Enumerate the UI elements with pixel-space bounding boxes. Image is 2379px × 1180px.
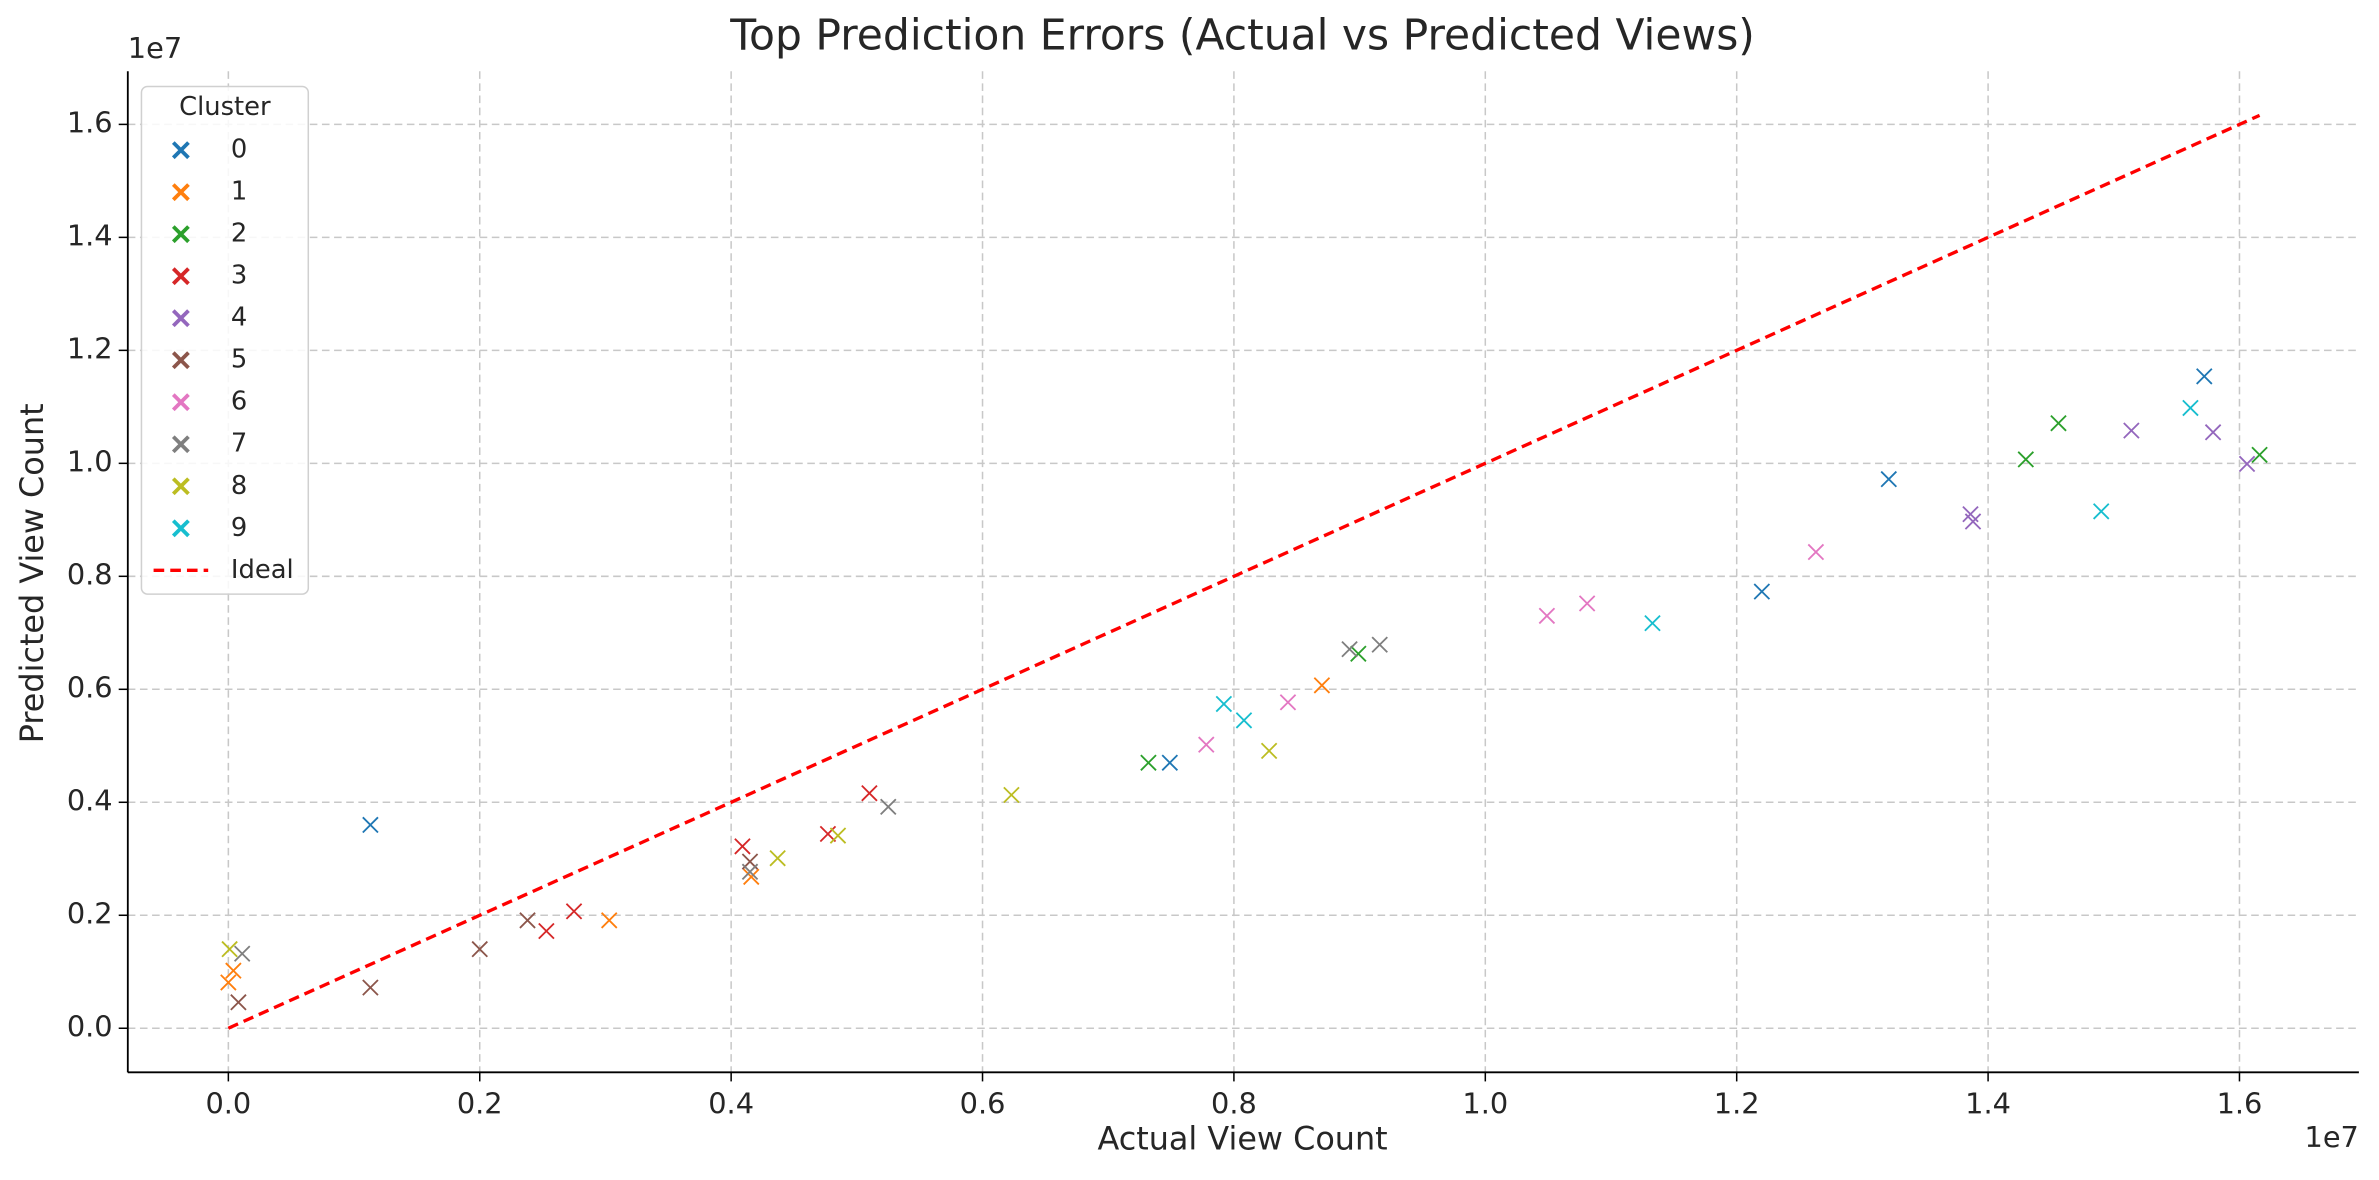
legend-label: 4	[231, 303, 247, 333]
x-tick-label: 0.2	[457, 1087, 503, 1121]
x-offset-label: 1e7	[2305, 1120, 2359, 1154]
scatter-point	[1341, 640, 1358, 658]
scatter-point	[1003, 786, 1020, 804]
legend-title: Cluster	[179, 92, 271, 122]
y-tick-label: 0.8	[67, 557, 113, 591]
scatter-point	[2050, 415, 2067, 432]
y-tick-label: 0.0	[67, 1009, 113, 1043]
scatter-point	[1753, 583, 1771, 600]
scatter-point	[1371, 636, 1388, 653]
x-tick-label: 1.4	[1965, 1087, 2011, 1121]
scatter-point	[565, 903, 583, 920]
scatter-point	[1644, 614, 1661, 632]
scatter-point	[600, 912, 618, 929]
x-tick-label: 1.2	[1714, 1087, 1760, 1121]
scatter-point	[1260, 742, 1278, 760]
legend-label: 7	[231, 429, 247, 459]
scatter-point	[538, 922, 555, 940]
scatter-point	[2238, 455, 2256, 473]
legend-label: 3	[231, 261, 247, 291]
legend-swatch	[171, 309, 190, 328]
legend-swatch	[171, 435, 190, 454]
legend-swatch	[171, 225, 190, 244]
x-tick-label: 0.4	[708, 1087, 754, 1121]
legend-swatch	[171, 141, 190, 160]
scatter-point	[1964, 513, 1982, 530]
legend-swatch	[171, 351, 190, 370]
legend-swatch	[171, 477, 190, 496]
scatter-point	[1880, 470, 1898, 488]
y-tick-label: 0.2	[67, 896, 113, 930]
legend-label: 8	[231, 471, 247, 501]
scatter-point	[1807, 543, 1825, 561]
scatter-point	[1215, 695, 1233, 713]
scatter-point	[362, 979, 379, 996]
legend-label: 6	[231, 387, 247, 417]
legend-swatch	[171, 393, 190, 412]
legend-box	[140, 85, 310, 595]
scatter-point	[2017, 451, 2035, 468]
scatter-point	[2182, 399, 2199, 417]
scatter-point	[471, 940, 488, 958]
scatter-point	[1140, 754, 1157, 771]
x-tick-label: 1.0	[1462, 1087, 1508, 1121]
scatter-point	[1161, 754, 1179, 771]
scatter-point	[1578, 595, 1596, 612]
y-tick-label: 0.4	[67, 783, 113, 817]
scatter-point	[519, 912, 536, 929]
scatter-point	[2196, 368, 2213, 385]
scatter-point	[861, 785, 878, 802]
scatter-point	[220, 974, 237, 991]
scatter-point	[1538, 607, 1556, 625]
scatter-point	[362, 816, 379, 834]
y-tick-label: 1.4	[67, 218, 113, 252]
legend-label: 1	[231, 177, 247, 207]
legend-label: Ideal	[231, 555, 294, 585]
scatter-point	[225, 962, 242, 979]
x-tick-label: 0.6	[960, 1087, 1006, 1121]
scatter-point	[233, 945, 251, 962]
x-tick-label: 0.8	[1211, 1087, 1257, 1121]
scatter-point	[2123, 422, 2140, 439]
y-tick-label: 1.0	[67, 444, 113, 478]
scatter-point	[734, 838, 751, 855]
x-axis-label: Actual View Count	[1098, 1120, 1388, 1158]
chart-title: Top Prediction Errors (Actual vs Predict…	[729, 11, 1755, 60]
scatter-point	[769, 849, 786, 867]
legend-swatch	[171, 183, 190, 202]
scatter-point	[1279, 694, 1297, 711]
scatter-point	[1198, 736, 1215, 753]
y-tick-label: 1.6	[67, 105, 113, 139]
legend-label: 5	[231, 345, 247, 375]
x-tick-label: 1.6	[2217, 1087, 2263, 1121]
legend-swatch	[171, 519, 190, 538]
y-offset-label: 1e7	[128, 31, 182, 65]
scatter-point	[741, 863, 759, 880]
legend-label: 9	[231, 513, 247, 543]
legend-swatch	[171, 267, 190, 286]
x-tick-label: 0.0	[205, 1087, 251, 1121]
y-axis-label: Predicted View Count	[13, 403, 51, 743]
scatter-point	[2092, 503, 2110, 520]
ideal-line	[227, 113, 2261, 1030]
scatter-point	[819, 825, 837, 843]
scatter-point	[221, 940, 238, 958]
y-tick-label: 0.6	[67, 670, 113, 704]
scatter-point	[2251, 446, 2268, 464]
scatter-point	[2204, 424, 2222, 441]
scatter-point	[1313, 677, 1331, 694]
scatter-point	[880, 798, 897, 816]
scatter-point	[1350, 645, 1367, 662]
scatter-point	[829, 827, 847, 844]
scatter-point	[230, 994, 247, 1011]
legend-label: 0	[231, 135, 247, 165]
scatter-point	[1235, 712, 1253, 729]
y-tick-label: 1.2	[67, 331, 113, 365]
legend-label: 2	[231, 219, 247, 249]
scatter-point	[743, 868, 760, 886]
